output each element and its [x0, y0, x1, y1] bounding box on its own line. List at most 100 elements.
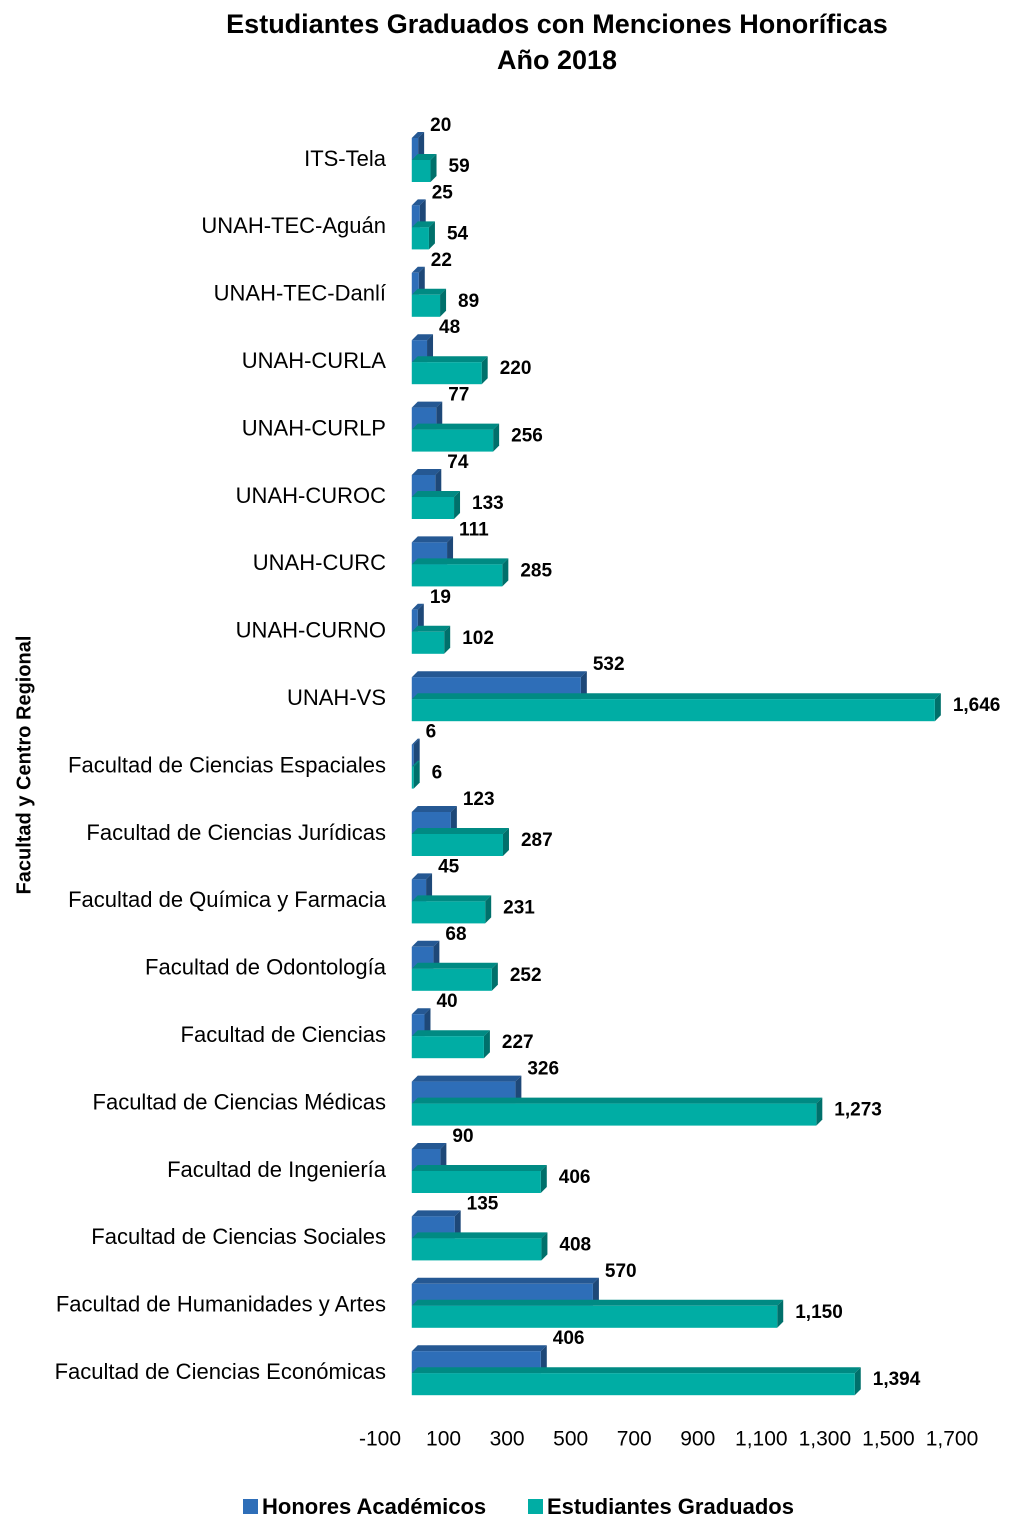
bar-side — [430, 154, 437, 182]
bar — [411, 744, 414, 767]
value-label: 256 — [511, 426, 543, 447]
value-label: 6 — [432, 763, 443, 784]
bar-side — [436, 401, 443, 430]
value-label: 48 — [439, 317, 460, 338]
bar-top — [411, 288, 447, 295]
bar-side — [854, 1367, 861, 1396]
bar-side — [483, 1030, 490, 1059]
x-tick-label: 700 — [617, 1428, 652, 1451]
category-label: Facultad de Humanidades y Artes — [56, 1292, 386, 1317]
bar — [411, 1373, 855, 1396]
bar-top — [411, 1008, 431, 1015]
bar-side — [427, 334, 434, 363]
bar-side — [777, 1299, 784, 1328]
x-tick-label: 300 — [490, 1428, 525, 1451]
bar-side — [428, 221, 435, 250]
value-label: 1,394 — [873, 1369, 921, 1390]
value-label: 45 — [438, 856, 460, 877]
bar-top — [411, 154, 437, 160]
value-label: 6 — [426, 722, 437, 743]
bar-top — [411, 940, 440, 947]
bar-side — [417, 603, 424, 632]
bar-side — [435, 469, 442, 497]
bar-side — [424, 1008, 431, 1037]
bar — [411, 205, 420, 228]
bar-top — [411, 1232, 548, 1239]
bar — [411, 272, 419, 295]
category-label: UNAH-CUROC — [236, 483, 386, 508]
bar — [411, 1305, 778, 1328]
value-label: 54 — [447, 223, 469, 244]
category-label: Facultad de Ciencias — [181, 1022, 386, 1047]
value-label: 19 — [430, 587, 451, 608]
bar — [411, 1171, 541, 1193]
legend-swatch — [528, 1499, 543, 1514]
bar — [411, 362, 482, 385]
value-label: 20 — [430, 115, 451, 136]
category-label: Facultad de Ciencias Económicas — [55, 1359, 386, 1384]
category-label: UNAH-TEC-Danlí — [214, 281, 386, 306]
bar-side — [481, 356, 488, 385]
bar-top — [411, 1097, 823, 1104]
bar-side — [413, 738, 420, 767]
value-label: 532 — [593, 654, 625, 675]
bar — [411, 699, 935, 722]
bar-top — [411, 1299, 784, 1306]
bar — [411, 429, 494, 452]
value-label: 220 — [500, 358, 532, 379]
bar-top — [411, 1075, 522, 1082]
bar — [411, 1238, 542, 1261]
bar — [411, 227, 429, 250]
x-tick-label: 100 — [426, 1428, 461, 1451]
legend-label: Honores Académicos — [262, 1494, 486, 1519]
bar — [411, 294, 441, 317]
x-tick-label: 1,700 — [926, 1428, 979, 1451]
bar-top — [411, 1030, 490, 1037]
category-label: UNAH-TEC-Aguán — [201, 213, 386, 238]
value-label: 252 — [510, 965, 542, 986]
value-label: 22 — [431, 250, 452, 271]
category-label: Facultad de Ciencias Médicas — [93, 1089, 386, 1114]
bar-top — [411, 266, 425, 273]
bar-side — [540, 1165, 547, 1193]
value-label: 111 — [459, 519, 489, 540]
value-label: 406 — [559, 1167, 591, 1188]
bar-top — [411, 895, 492, 902]
bar-side — [447, 536, 454, 565]
bar — [411, 609, 418, 632]
chart-subtitle: Año 2018 — [497, 45, 617, 75]
bar — [411, 766, 414, 789]
value-label: 1,646 — [953, 695, 1001, 716]
category-label: ITS-Tela — [304, 146, 387, 171]
value-label: 123 — [463, 789, 495, 810]
bar-side — [540, 1345, 547, 1374]
y-axis-title: Facultad y Centro Regional — [13, 636, 35, 895]
category-label: UNAH-VS — [287, 685, 386, 710]
bar-top — [411, 603, 424, 610]
x-tick-label: 1,300 — [799, 1428, 852, 1451]
legend-label: Estudiantes Graduados — [547, 1494, 794, 1519]
bar-top — [411, 625, 451, 632]
value-label: 40 — [436, 991, 457, 1012]
bar-side — [450, 806, 457, 834]
value-label: 102 — [462, 628, 494, 649]
value-label: 326 — [527, 1059, 559, 1080]
bar-side — [502, 558, 509, 587]
bar-top — [411, 423, 500, 430]
bar — [411, 564, 503, 587]
bar-side — [440, 1143, 447, 1171]
bar — [411, 160, 431, 182]
bar-side — [454, 1210, 461, 1239]
bar-side — [413, 760, 420, 789]
bar-top — [411, 1165, 547, 1171]
category-label: Facultad de Odontología — [145, 955, 387, 980]
bar-top — [411, 1345, 547, 1352]
bar-side — [485, 895, 492, 924]
bar-top — [411, 873, 433, 880]
value-label: 406 — [553, 1328, 585, 1349]
bar-top — [411, 962, 498, 969]
bar-top — [411, 693, 941, 700]
bar-side — [580, 671, 587, 700]
value-label: 89 — [458, 291, 479, 312]
category-label: Facultad de Ciencias Jurídicas — [86, 820, 386, 845]
